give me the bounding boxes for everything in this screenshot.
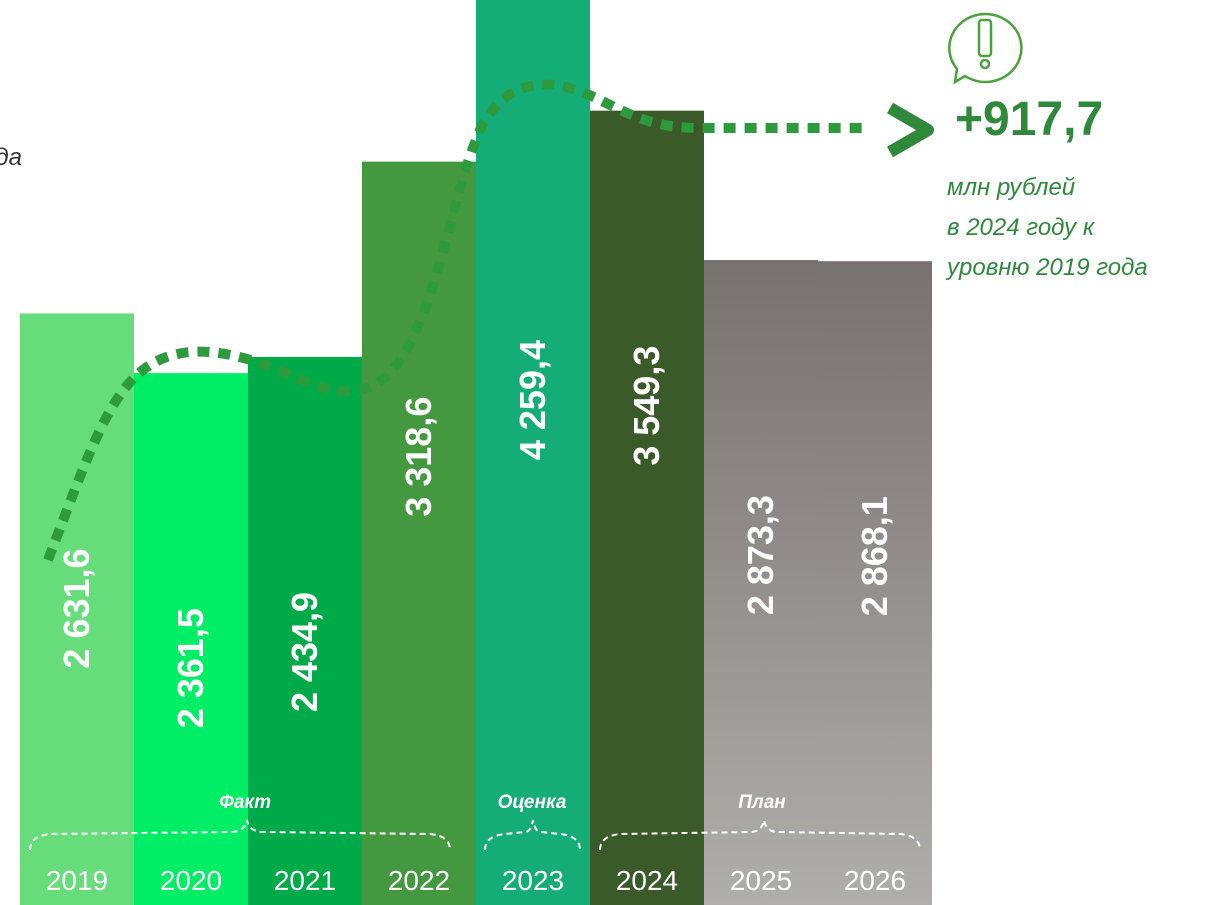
alert-icon bbox=[948, 12, 1023, 85]
x-tick-label: 2024 bbox=[616, 865, 678, 896]
value-label: 2 868,1 bbox=[854, 496, 895, 616]
arrow-head bbox=[886, 102, 934, 158]
bar bbox=[818, 261, 932, 905]
group-label: План bbox=[738, 792, 786, 813]
bar bbox=[362, 161, 476, 905]
x-tick-label: 2025 bbox=[730, 865, 792, 896]
annotation-line: в 2024 году к bbox=[947, 214, 1096, 241]
value-label: 3 549,3 bbox=[626, 346, 667, 466]
bars: 2 631,6 2019 2 361,5 2020 2 434,9 2021 3 318,6… bbox=[20, 0, 932, 905]
value-label: 2 434,9 bbox=[284, 592, 325, 712]
annotation-line: млн рублей bbox=[947, 174, 1075, 201]
x-tick-label: 2023 bbox=[502, 865, 564, 896]
bar bbox=[134, 373, 248, 905]
value-label: 4 259,4 bbox=[512, 340, 553, 460]
value-label: 3 318,6 bbox=[398, 397, 439, 517]
group-braces bbox=[29, 819, 921, 851]
trend-curve bbox=[43, 79, 870, 562]
annotation-line: уровню 2019 года bbox=[945, 254, 1148, 281]
x-tick-label: 2022 bbox=[388, 865, 450, 896]
x-tick-label: 2020 bbox=[160, 865, 222, 896]
x-tick-label: 2021 bbox=[274, 865, 336, 896]
value-label: 2 873,3 bbox=[740, 495, 781, 615]
bar bbox=[476, 0, 590, 905]
subtitle: да bbox=[0, 144, 22, 171]
group-label: Оценка bbox=[498, 792, 567, 813]
x-tick-label: 2019 bbox=[46, 865, 108, 896]
bar bbox=[590, 110, 704, 905]
bar bbox=[20, 313, 134, 905]
value-label: 2 361,5 bbox=[170, 608, 211, 728]
x-tick-label: 2026 bbox=[844, 865, 906, 896]
bar bbox=[248, 356, 362, 905]
annotation-value: +917,7 bbox=[955, 93, 1103, 146]
group-label: Факт bbox=[219, 792, 271, 813]
bar bbox=[704, 260, 818, 905]
value-label: 2 631,6 bbox=[56, 548, 97, 668]
